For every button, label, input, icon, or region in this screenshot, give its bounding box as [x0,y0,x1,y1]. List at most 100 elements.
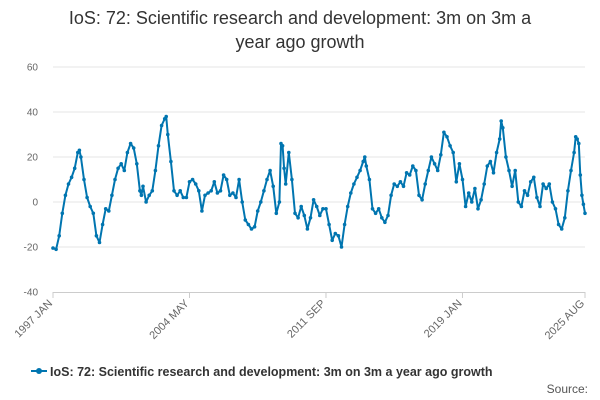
data-point[interactable] [510,184,514,189]
data-point[interactable] [224,177,229,182]
data-point[interactable] [164,114,168,119]
data-point[interactable] [429,155,434,159]
data-point[interactable] [541,182,545,186]
data-point[interactable] [389,193,393,198]
data-point[interactable] [119,162,123,166]
data-point[interactable] [432,162,437,166]
data-point[interactable] [501,126,505,130]
data-point[interactable] [364,164,369,168]
data-point[interactable] [327,222,331,227]
data-point[interactable] [265,177,269,182]
data-point[interactable] [218,189,223,193]
data-point[interactable] [274,211,279,216]
data-point[interactable] [287,150,291,155]
data-point[interactable] [131,146,136,150]
data-point[interactable] [172,189,176,193]
data-point[interactable] [156,144,161,148]
data-point[interactable] [321,207,325,211]
data-point[interactable] [308,216,313,220]
data-point[interactable] [401,184,406,189]
source-label[interactable]: Source: [547,382,588,396]
data-point[interactable] [538,204,542,209]
data-point[interactable] [528,180,533,184]
data-point[interactable] [457,162,462,166]
data-point[interactable] [463,204,468,209]
data-point[interactable] [442,130,446,135]
data-point[interactable] [66,182,71,186]
data-point[interactable] [246,222,251,227]
data-point[interactable] [497,137,502,141]
data-point[interactable] [197,189,201,193]
data-point[interactable] [91,211,96,216]
data-point[interactable] [342,222,347,227]
data-point[interactable] [283,182,288,186]
data-point[interactable] [147,193,151,198]
data-point[interactable] [262,189,266,193]
data-point[interactable] [352,182,356,186]
data-point[interactable] [398,180,403,184]
data-point[interactable] [404,171,409,175]
data-point[interactable] [63,193,68,198]
data-point[interactable] [373,211,378,216]
data-point[interactable] [69,175,74,180]
data-point[interactable] [426,168,431,173]
data-point[interactable] [513,168,517,173]
data-point[interactable] [516,200,521,204]
data-point[interactable] [299,204,304,209]
data-point[interactable] [407,173,412,177]
data-point[interactable] [572,150,576,155]
data-point[interactable] [166,132,170,137]
data-point[interactable] [544,186,548,191]
data-point[interactable] [184,195,189,200]
data-point[interactable] [128,141,133,146]
data-point[interactable] [206,191,210,195]
data-point[interactable] [200,209,204,213]
data-point[interactable] [234,195,238,200]
data-point[interactable] [460,177,465,182]
data-point[interactable] [277,200,282,204]
data-point[interactable] [417,193,421,198]
data-point[interactable] [466,191,471,195]
data-point[interactable] [318,213,322,218]
legend[interactable]: IoS: 72: Scientific research and develop… [31,365,493,379]
data-point[interactable] [221,173,226,177]
data-point[interactable] [485,164,490,168]
data-point[interactable] [361,159,366,164]
data-point[interactable] [79,155,83,159]
data-point[interactable] [100,222,105,227]
data-point[interactable] [507,168,511,173]
data-point[interactable] [125,150,130,155]
data-point[interactable] [556,222,561,227]
data-point[interactable] [85,195,89,200]
data-point[interactable] [547,182,552,186]
data-point[interactable] [525,193,530,198]
data-point[interactable] [577,141,581,146]
data-point[interactable] [491,171,496,175]
data-point[interactable] [139,193,144,198]
data-point[interactable] [240,200,244,204]
data-point[interactable] [386,213,390,218]
data-point[interactable] [141,184,145,189]
data-point[interactable] [72,166,77,171]
data-point[interactable] [445,135,449,139]
data-point[interactable] [488,159,493,164]
data-point[interactable] [583,211,587,216]
data-point[interactable] [237,177,241,182]
data-point[interactable] [370,207,375,211]
data-point[interactable] [569,168,573,173]
data-point[interactable] [559,227,564,231]
data-point[interactable] [296,216,300,220]
data-point[interactable] [349,191,353,195]
data-point[interactable] [575,137,579,141]
data-point[interactable] [535,195,539,200]
data-point[interactable] [175,193,179,198]
data-point[interactable] [252,225,257,229]
data-point[interactable] [504,155,508,159]
data-point[interactable] [150,189,155,193]
data-point[interactable] [88,204,92,209]
data-point[interactable] [476,207,480,211]
data-point[interactable] [383,220,387,225]
data-point[interactable] [563,216,567,220]
data-point[interactable] [355,175,359,180]
data-point[interactable] [113,177,117,182]
